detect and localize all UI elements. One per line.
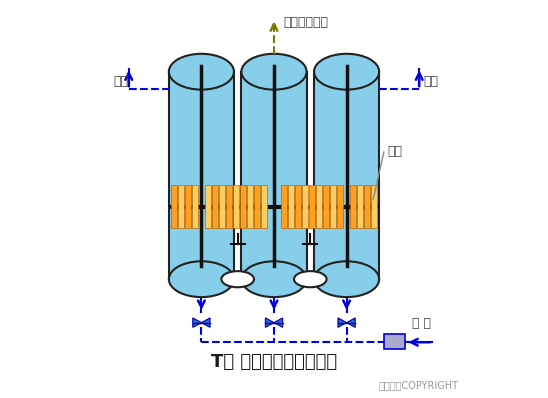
- Polygon shape: [346, 318, 355, 328]
- Bar: [364, 185, 370, 228]
- Bar: [178, 185, 184, 228]
- Text: 东方仿真COPYRIGHT: 东方仿真COPYRIGHT: [379, 380, 459, 390]
- Text: 出水: 出水: [424, 75, 439, 88]
- Bar: [233, 185, 239, 228]
- Polygon shape: [274, 318, 283, 328]
- Bar: [350, 185, 356, 228]
- Ellipse shape: [221, 271, 254, 287]
- Polygon shape: [338, 318, 346, 328]
- Bar: [226, 185, 232, 228]
- Bar: [371, 185, 377, 228]
- Bar: [171, 185, 177, 228]
- Bar: [242, 72, 306, 279]
- Bar: [247, 185, 253, 228]
- Ellipse shape: [169, 261, 234, 297]
- Bar: [261, 185, 266, 228]
- Ellipse shape: [242, 54, 306, 90]
- Bar: [314, 72, 379, 279]
- Text: 进 水: 进 水: [412, 318, 431, 330]
- Bar: [323, 185, 329, 228]
- Bar: [240, 185, 246, 228]
- Ellipse shape: [314, 261, 379, 297]
- Bar: [185, 185, 191, 228]
- Bar: [316, 185, 322, 228]
- Bar: [309, 185, 315, 228]
- Bar: [169, 72, 234, 279]
- Bar: [357, 185, 363, 228]
- Text: 剩余污泥排放: 剩余污泥排放: [284, 16, 329, 29]
- Bar: [336, 185, 342, 228]
- Bar: [288, 185, 294, 228]
- Polygon shape: [202, 318, 210, 328]
- Text: T型 氧化沟系统工艺流程: T型 氧化沟系统工艺流程: [211, 353, 337, 371]
- Bar: [206, 185, 212, 228]
- Bar: [295, 185, 301, 228]
- Bar: [302, 185, 308, 228]
- Bar: [330, 185, 335, 228]
- Ellipse shape: [242, 261, 306, 297]
- Bar: [213, 185, 218, 228]
- Bar: [282, 185, 287, 228]
- Bar: [384, 334, 406, 349]
- Ellipse shape: [169, 54, 234, 90]
- Polygon shape: [193, 318, 202, 328]
- Text: 出水: 出水: [113, 75, 128, 88]
- Bar: [254, 185, 260, 228]
- Polygon shape: [265, 318, 274, 328]
- Bar: [192, 185, 198, 228]
- Ellipse shape: [314, 54, 379, 90]
- Bar: [219, 185, 225, 228]
- Ellipse shape: [294, 271, 327, 287]
- Text: 转刷: 转刷: [388, 145, 403, 158]
